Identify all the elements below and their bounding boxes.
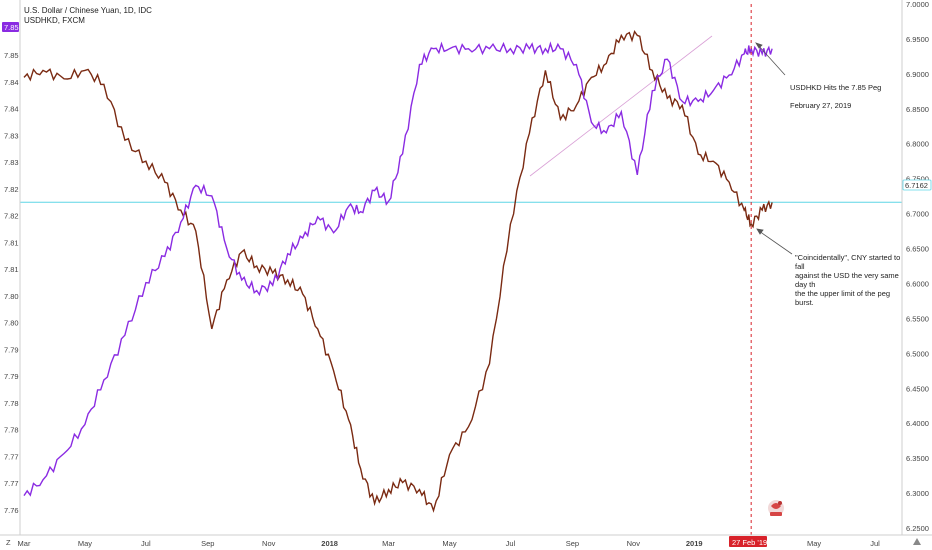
x-tick-label: May <box>78 539 92 548</box>
left-tick-label: 7.81 <box>4 238 19 247</box>
right-tick-label: 6.4500 <box>906 384 929 393</box>
x-tick-label: Mar <box>382 539 395 548</box>
right-tick-label: 6.3500 <box>906 454 929 463</box>
left-tick-label: 7.84 <box>4 78 19 87</box>
right-tick-label: 7.0000 <box>906 0 929 9</box>
go-to-realtime-icon[interactable] <box>913 538 921 545</box>
left-current-label: 7.85 <box>4 23 19 32</box>
left-tick-label: 7.78 <box>4 426 19 435</box>
x-tick-label: Jul <box>141 539 151 548</box>
right-tick-label: 6.4000 <box>906 419 929 428</box>
left-tick-label: 7.81 <box>4 265 19 274</box>
peg-annotation: USDHKD Hits the 7.85 Peg February 27, 20… <box>790 74 881 110</box>
x-tick-label: Sep <box>201 539 214 548</box>
cny-annotation: "Coincidentally", CNY started to fall ag… <box>795 253 901 307</box>
left-tick-label: 7.79 <box>4 372 19 381</box>
right-current-flag: 6.7162 <box>902 179 932 191</box>
left-axis-ticks: 7.85 7.84 7.84 7.83 7.83 7.82 7.82 7.81 7.81 7.80… <box>4 51 19 515</box>
series-line-usdhkd <box>23 41 773 497</box>
right-tick-label: 6.6500 <box>906 245 929 254</box>
right-tick-label: 6.5000 <box>906 349 929 358</box>
annotation-arrow-cny <box>756 228 793 255</box>
x-tick-label: 2018 <box>321 539 338 548</box>
x-tick-label: Jul <box>506 539 516 548</box>
left-tick-label: 7.80 <box>4 319 19 328</box>
left-current-flag: 7.85 <box>2 22 19 32</box>
peg-annotation-line2: February 27, 2019 <box>790 101 852 110</box>
x-tick-label: Nov <box>262 539 276 548</box>
left-tick-label: 7.84 <box>4 105 19 114</box>
axis-corner-label[interactable]: Z <box>6 538 11 547</box>
chart-subtitle: USDHKD, FXCM <box>24 16 85 25</box>
left-tick-label: 7.76 <box>4 506 19 515</box>
x-tick-label: May <box>442 539 456 548</box>
series-line-usdcny <box>23 30 773 513</box>
right-tick-label: 6.5500 <box>906 314 929 323</box>
right-current-label: 6.7162 <box>905 181 928 190</box>
x-tick-label: 2019 <box>686 539 703 548</box>
right-tick-label: 6.3000 <box>906 489 929 498</box>
left-tick-label: 7.82 <box>4 212 19 221</box>
peg-annotation-line1: USDHKD Hits the 7.85 Peg <box>790 83 882 92</box>
left-tick-label: 7.85 <box>4 51 19 60</box>
chart-title: U.S. Dollar / Chinese Yuan, 1D, IDC <box>24 6 152 15</box>
date-flag: 27 Feb '19 <box>729 536 767 547</box>
right-tick-label: 6.6000 <box>906 279 929 288</box>
left-tick-label: 7.79 <box>4 345 19 354</box>
trend-line <box>529 35 713 177</box>
right-tick-label: 6.8000 <box>906 140 929 149</box>
left-tick-label: 7.77 <box>4 479 19 488</box>
x-tick-label: May <box>807 539 821 548</box>
x-tick-label: Jul <box>870 539 880 548</box>
left-tick-label: 7.83 <box>4 158 19 167</box>
date-flag-label: 27 Feb '19 <box>732 538 767 547</box>
annotation-arrow-peg <box>755 42 786 76</box>
x-tick-label: Nov <box>627 539 641 548</box>
right-tick-label: 6.8500 <box>906 105 929 114</box>
right-tick-label: 6.2500 <box>906 524 929 533</box>
left-tick-label: 7.77 <box>4 452 19 461</box>
right-axis-ticks: 7.0000 6.9500 6.9000 6.8500 6.8000 6.7500 6.70… <box>906 0 929 533</box>
right-tick-label: 6.7500 <box>906 175 929 184</box>
left-tick-label: 7.82 <box>4 185 19 194</box>
tradingview-logo-icon <box>768 500 784 516</box>
x-tick-label: Mar <box>18 539 31 548</box>
x-tick-label: Sep <box>566 539 579 548</box>
left-tick-label: 7.80 <box>4 292 19 301</box>
right-tick-label: 6.9500 <box>906 35 929 44</box>
right-tick-label: 6.9000 <box>906 70 929 79</box>
right-tick-label: 6.7000 <box>906 210 929 219</box>
left-tick-label: 7.83 <box>4 131 19 140</box>
left-tick-label: 7.78 <box>4 399 19 408</box>
